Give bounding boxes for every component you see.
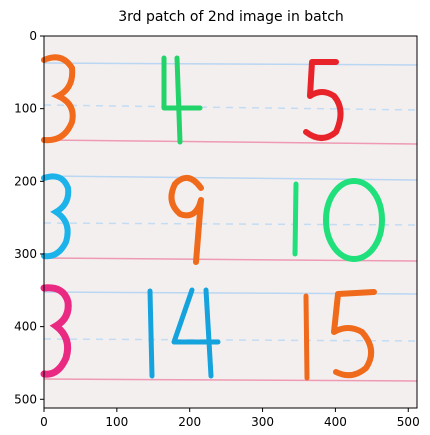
y-tick-label: 400	[14, 320, 37, 334]
y-tick-label: 200	[14, 174, 37, 188]
handwritten-digit-3	[41, 54, 76, 144]
blue-ruled-line	[43, 62, 418, 66]
handwritten-digit-4	[171, 287, 221, 379]
y-axis: 0 100 200 300 400 500	[14, 29, 44, 406]
handwritten-digit-9	[168, 175, 204, 265]
y-tick-label: 100	[14, 102, 37, 116]
x-tick-label: 300	[251, 415, 274, 429]
x-tick-label: 100	[105, 415, 128, 429]
dashed-ruled-line	[43, 222, 418, 226]
handwritten-digit-5	[303, 59, 344, 141]
image-patch	[40, 36, 418, 408]
x-tick-label: 500	[397, 415, 420, 429]
x-tick-label: 400	[324, 415, 347, 429]
handwritten-digit-0	[323, 178, 385, 262]
x-tick-label: 0	[40, 415, 48, 429]
handwritten-digit-4	[161, 55, 203, 145]
y-tick-label: 300	[14, 247, 37, 261]
handwritten-digit-5	[331, 289, 377, 379]
dashed-ruled-line	[43, 104, 418, 111]
x-axis: 0 100 200 300 400 500	[40, 408, 420, 429]
handwritten-digit-3	[41, 173, 72, 260]
y-tick-label: 0	[29, 29, 37, 43]
dashed-ruled-line	[43, 338, 418, 342]
x-tick-label: 200	[178, 415, 201, 429]
handwritten-digit-1	[147, 288, 155, 379]
y-tick-label: 500	[14, 392, 37, 406]
handwritten-digit-1	[303, 293, 310, 381]
figure-title: 3rd patch of 2nd image in batch	[118, 9, 344, 25]
red-ruled-line	[43, 139, 418, 145]
red-ruled-line	[43, 378, 418, 382]
axes-frame	[43, 35, 418, 409]
handwritten-digit-1	[292, 181, 299, 257]
handwritten-digit-3	[40, 284, 72, 378]
